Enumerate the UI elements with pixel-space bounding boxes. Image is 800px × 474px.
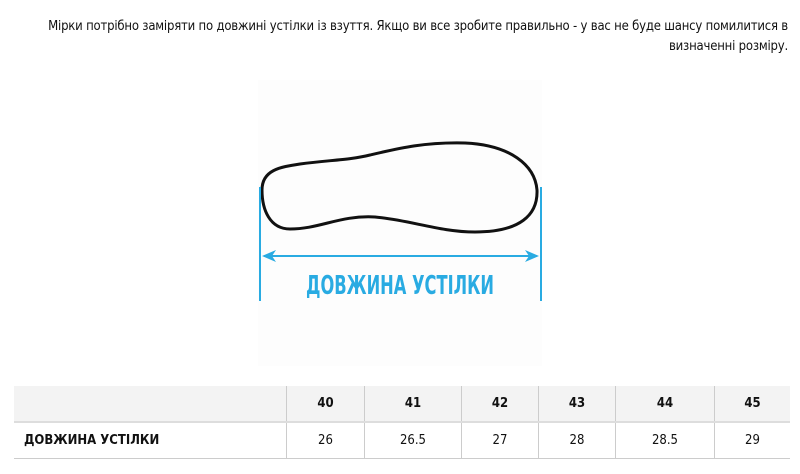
header-cell: 40 bbox=[286, 386, 365, 422]
header-cell: 43 bbox=[538, 386, 616, 422]
figure-background bbox=[258, 80, 542, 366]
size-table: 40 41 42 43 44 45 ДОВЖИНА УСТІЛКИ 26 26.… bbox=[14, 386, 790, 459]
table-row: ДОВЖИНА УСТІЛКИ 26 26.5 27 28 28.5 29 bbox=[14, 422, 790, 459]
table-header-row: 40 41 42 43 44 45 bbox=[14, 386, 790, 422]
header-cell: 42 bbox=[461, 386, 539, 422]
arrow-left-icon bbox=[262, 250, 276, 262]
table-cell: 28.5 bbox=[615, 422, 715, 459]
header-cell bbox=[14, 386, 287, 422]
arrow-right-icon bbox=[525, 250, 539, 262]
table-cell: 27 bbox=[461, 422, 539, 459]
table-cell: 26.5 bbox=[364, 422, 462, 459]
insole-outline bbox=[260, 141, 539, 234]
insole-diagram: ДОВЖИНА УСТІЛКИ bbox=[258, 80, 542, 366]
header-cell: 44 bbox=[615, 386, 715, 422]
header-cell: 45 bbox=[714, 386, 790, 422]
row-label: ДОВЖИНА УСТІЛКИ bbox=[24, 433, 160, 448]
table-cell: 29 bbox=[714, 422, 790, 459]
table-cell: 28 bbox=[538, 422, 616, 459]
figure-label: ДОВЖИНА УСТІЛКИ bbox=[306, 271, 494, 301]
table-cell: 26 bbox=[286, 422, 365, 459]
header-cell: 41 bbox=[364, 386, 462, 422]
intro-text: Мірки потрібно заміряти по довжині устіл… bbox=[48, 19, 788, 54]
